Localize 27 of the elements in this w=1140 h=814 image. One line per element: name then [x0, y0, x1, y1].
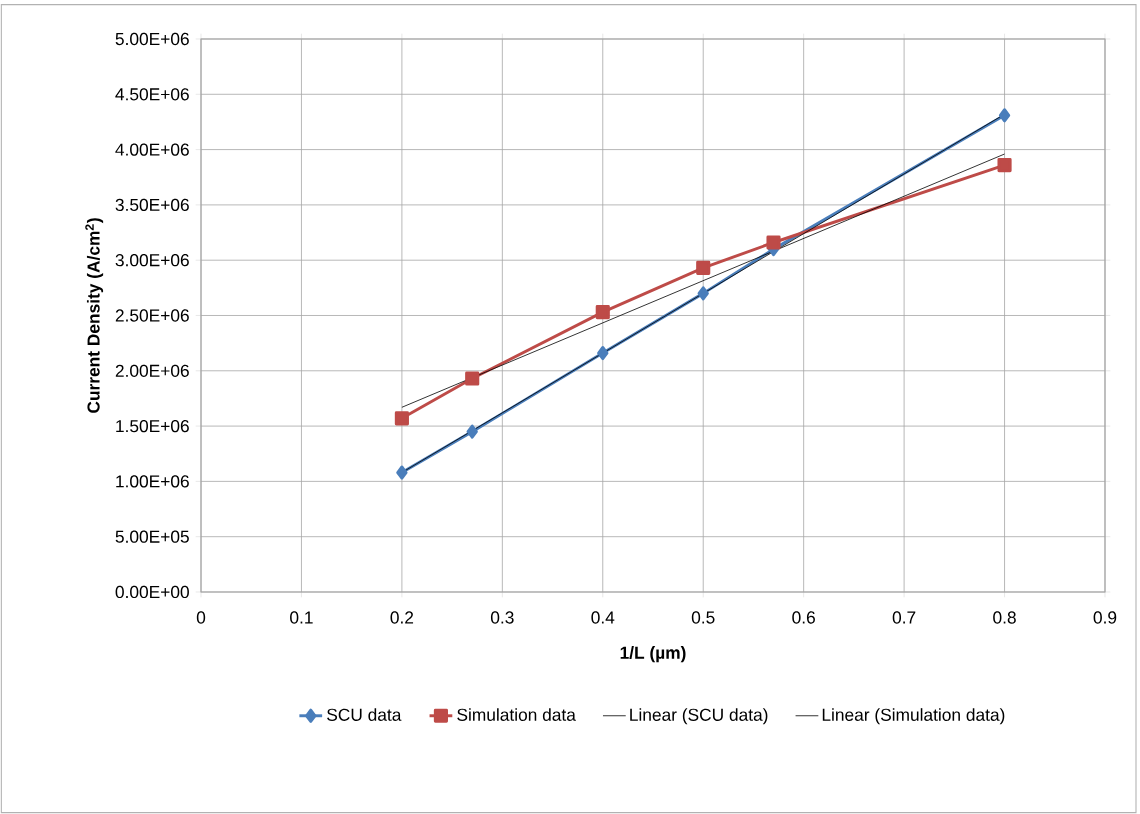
x-tick-label: 0.3 [490, 611, 514, 624]
y-tick-label: 4.50E+06 [115, 88, 189, 101]
legend-label: Linear (Simulation data) [822, 708, 1005, 725]
x-tick-label: 0 [196, 611, 206, 624]
x-tick-label: 0.4 [591, 611, 615, 624]
x-tick-label: 0.2 [390, 611, 414, 624]
x-tick-label: 0.9 [1093, 611, 1117, 624]
y-tick-label: 5.00E+06 [115, 32, 189, 46]
y-tick-label: 4.00E+06 [115, 143, 189, 156]
y-axis-title: Current Density (A/cm$^{2}$) [85, 218, 104, 413]
legend-label: SCU data [327, 708, 402, 721]
x-tick-label: 0.7 [892, 611, 916, 624]
legend-label: Simulation data [457, 708, 576, 721]
y-tick-label: 5.00E+05 [115, 530, 189, 543]
y-tick-label: 0.00E+00 [115, 585, 189, 599]
x-tick-label: 0.1 [290, 611, 313, 624]
y-tick-label: 3.00E+06 [115, 254, 189, 267]
x-tick-label: 0.5 [691, 611, 715, 624]
x-axis-title: 1/L (µm) [620, 646, 686, 663]
y-tick-label: 2.00E+06 [115, 364, 189, 377]
y-tick-label: 3.50E+06 [115, 198, 189, 212]
y-tick-label: 1.50E+06 [116, 419, 189, 433]
legend-label: Linear (SCU data) [630, 708, 768, 725]
x-tick-label: 0.6 [792, 611, 815, 624]
y-tick-label: 1.00E+06 [116, 475, 189, 488]
y-tick-label: 2.50E+06 [115, 309, 189, 322]
x-tick-label: 0.8 [993, 611, 1016, 624]
